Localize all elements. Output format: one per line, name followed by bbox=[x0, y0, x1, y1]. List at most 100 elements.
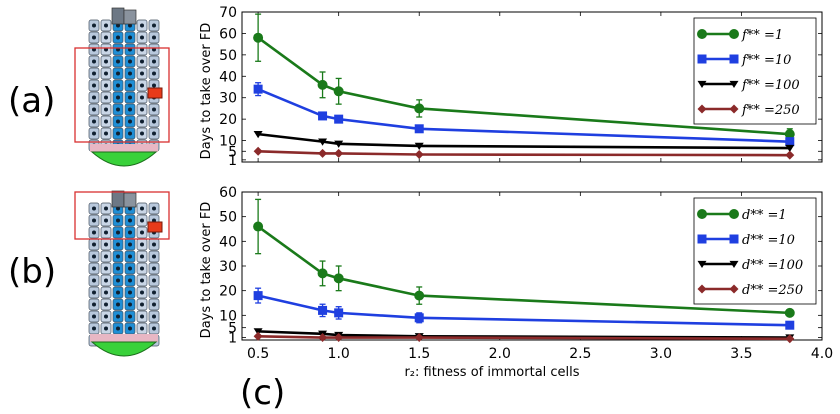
crypt-nucleus bbox=[152, 242, 156, 247]
series bbox=[253, 146, 795, 160]
crypt-nucleus bbox=[152, 314, 156, 319]
legend-label: d** =1 bbox=[742, 208, 787, 223]
data-point bbox=[318, 138, 328, 146]
data-point bbox=[785, 144, 795, 153]
data-point bbox=[414, 313, 424, 323]
crypt-nucleus bbox=[140, 230, 144, 235]
y-tick-label: 5 bbox=[228, 144, 237, 160]
data-point bbox=[414, 290, 425, 301]
crypt-nucleus bbox=[104, 23, 108, 28]
y-axis-label: Days to take over FD bbox=[199, 202, 214, 339]
panel-label-b: (b) bbox=[8, 252, 56, 292]
legend-label: f** =100 bbox=[741, 78, 800, 93]
crypt-nucleus bbox=[116, 302, 120, 307]
data-point bbox=[729, 209, 739, 219]
crypt-nucleus bbox=[104, 107, 108, 112]
data-point bbox=[318, 148, 328, 158]
crypt-nucleus bbox=[140, 326, 144, 331]
crypt-nucleus bbox=[116, 326, 120, 331]
data-point bbox=[729, 284, 739, 294]
crypt-nucleus bbox=[152, 206, 156, 211]
crypt-nucleus bbox=[92, 95, 96, 100]
crypt-nucleus bbox=[116, 206, 120, 211]
crypt-nucleus bbox=[128, 83, 132, 88]
x-tick-label: 2.0 bbox=[489, 346, 511, 362]
crypt-nucleus bbox=[116, 290, 120, 295]
crypt-nucleus bbox=[140, 95, 144, 100]
crypt-nucleus bbox=[152, 71, 156, 76]
data-point bbox=[697, 29, 707, 39]
data-point bbox=[334, 140, 344, 148]
crypt-nucleus bbox=[104, 131, 108, 136]
y-tick-label: 50 bbox=[219, 48, 237, 64]
crypt-nucleus bbox=[140, 206, 144, 211]
region-highlight-box bbox=[74, 191, 170, 240]
y-tick-label: 10 bbox=[219, 134, 237, 150]
y-tick-label: 70 bbox=[219, 5, 237, 21]
crypt-nucleus bbox=[92, 266, 96, 271]
crypt-nucleus bbox=[128, 314, 132, 319]
crypt-nucleus bbox=[128, 242, 132, 247]
legend-label: f** =10 bbox=[741, 53, 791, 68]
crypt-nucleus bbox=[152, 254, 156, 259]
crypt-nucleus bbox=[140, 59, 144, 64]
crypt-nucleus bbox=[92, 314, 96, 319]
data-point bbox=[253, 221, 264, 232]
crypt-stem-base bbox=[90, 341, 158, 357]
crypt-nucleus bbox=[152, 266, 156, 271]
crypt-nucleus bbox=[152, 302, 156, 307]
data-point bbox=[697, 80, 707, 89]
crypt-nucleus bbox=[104, 206, 108, 211]
crypt-nucleus bbox=[92, 254, 96, 259]
crypt-nucleus bbox=[152, 35, 156, 40]
crypt-top-cell bbox=[123, 192, 137, 208]
data-point bbox=[414, 142, 424, 150]
legend-label: d** =10 bbox=[742, 233, 795, 248]
crypt-nucleus bbox=[116, 254, 120, 259]
crypt-illustration-a bbox=[74, 7, 170, 167]
data-point bbox=[414, 150, 424, 159]
series bbox=[253, 13, 795, 141]
crypt-nucleus bbox=[116, 107, 120, 112]
data-point bbox=[253, 130, 263, 139]
data-point bbox=[253, 32, 264, 43]
series bbox=[253, 82, 795, 147]
crypt-nucleus bbox=[104, 59, 108, 64]
y-tick-label: 60 bbox=[219, 185, 237, 201]
data-point bbox=[414, 103, 425, 114]
data-point bbox=[334, 308, 344, 318]
crypt-nucleus bbox=[92, 71, 96, 76]
crypt-top-cell bbox=[123, 9, 137, 25]
crypt-nucleus bbox=[140, 242, 144, 247]
crypt-nucleus bbox=[116, 131, 120, 136]
immortal-cell-marker bbox=[147, 221, 163, 233]
crypt-paneth-band bbox=[90, 144, 158, 152]
crypt-nucleus bbox=[140, 83, 144, 88]
data-point bbox=[318, 111, 328, 121]
y-tick-label: 20 bbox=[219, 284, 237, 300]
data-point bbox=[697, 104, 707, 114]
legend-box bbox=[693, 197, 817, 305]
crypt-nucleus bbox=[128, 95, 132, 100]
crypt-nucleus bbox=[140, 71, 144, 76]
crypt-nucleus bbox=[140, 266, 144, 271]
crypt-nucleus bbox=[152, 119, 156, 124]
crypt-nucleus bbox=[104, 326, 108, 331]
crypt-nucleus bbox=[116, 35, 120, 40]
y-tick-label: 30 bbox=[219, 259, 237, 275]
x-tick-label: 3.0 bbox=[650, 346, 672, 362]
data-point bbox=[253, 84, 263, 94]
region-highlight-box bbox=[74, 47, 170, 143]
series bbox=[253, 198, 795, 318]
crypt-stem-base bbox=[90, 151, 158, 167]
data-point bbox=[729, 80, 739, 89]
data-point bbox=[317, 268, 328, 279]
crypt-nucleus bbox=[104, 290, 108, 295]
crypt-nucleus bbox=[128, 107, 132, 112]
crypt-nucleus bbox=[128, 206, 132, 211]
crypt-nucleus bbox=[92, 131, 96, 136]
x-tick-label: 0.5 bbox=[247, 346, 269, 362]
data-point bbox=[334, 333, 344, 343]
crypt-nucleus bbox=[92, 59, 96, 64]
crypt-nucleus bbox=[152, 278, 156, 283]
